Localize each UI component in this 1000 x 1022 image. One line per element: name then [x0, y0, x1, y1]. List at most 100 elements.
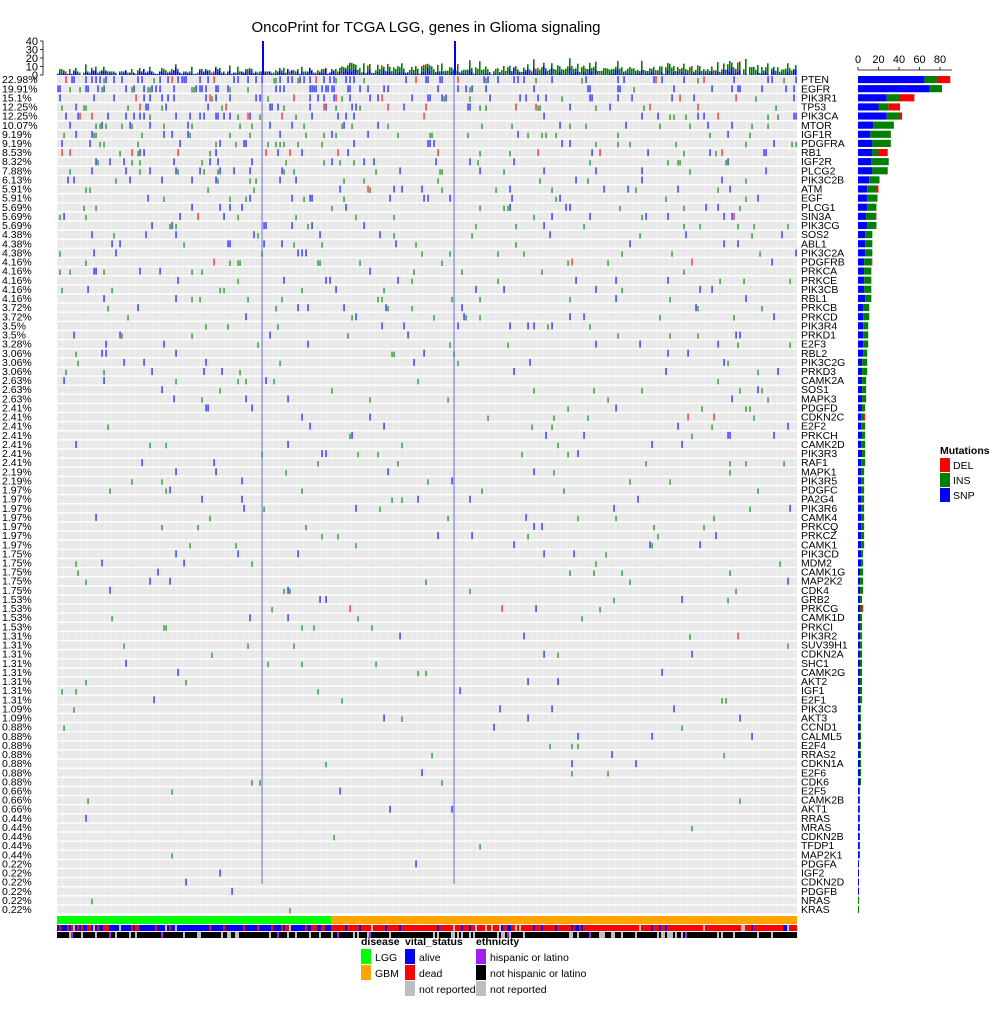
right-bar-snp — [858, 514, 861, 521]
top-bar-snp — [143, 69, 145, 75]
annotation-vital-cell — [271, 925, 273, 931]
mutation-mark-del — [692, 259, 693, 266]
top-bar-ins — [449, 67, 451, 73]
annotation-disease-cell — [179, 916, 181, 924]
annotation-disease-cell — [513, 916, 515, 924]
mutation-mark-ins — [282, 297, 283, 302]
annotation-vital-cell — [443, 925, 445, 931]
annotation-vital-cell — [741, 925, 743, 931]
mutation-mark-snp — [200, 167, 201, 174]
annotation-vital-cell — [505, 925, 507, 931]
mutation-mark-snp — [208, 104, 209, 111]
annotation-vital-cell — [223, 925, 225, 931]
mutation-mark-snp — [458, 85, 459, 92]
top-bar-snp — [407, 73, 409, 75]
annotation-vital-cell — [479, 925, 481, 931]
annotation-ethnicity-cell — [89, 932, 91, 938]
top-bar-snp — [65, 74, 67, 75]
mutation-mark-ins — [164, 124, 165, 129]
mutation-mark-snp — [328, 85, 329, 92]
annotation-ethnicity-cell — [233, 932, 235, 938]
mutation-mark-ins — [252, 780, 253, 785]
mutation-mark-snp — [762, 85, 763, 92]
mutation-mark-snp — [172, 131, 173, 138]
matrix-row-camk1d — [57, 614, 797, 622]
top-bar-snp — [767, 73, 769, 75]
annotation-disease-cell — [549, 916, 551, 924]
mutation-mark-snp — [310, 195, 311, 202]
top-bar-ins — [767, 63, 769, 73]
annotation-disease-cell — [733, 916, 735, 924]
mutation-mark-ins — [278, 324, 279, 329]
right-bar-del — [861, 632, 862, 639]
right-bar-ins — [864, 277, 871, 284]
mutation-mark-ins — [730, 461, 731, 466]
mutation-mark-snp — [252, 405, 253, 412]
matrix-row-sos1 — [57, 386, 797, 394]
annotation-ethnicity-cell — [551, 932, 553, 938]
mutation-mark-snp — [490, 94, 491, 101]
annotation-vital-cell — [395, 925, 397, 931]
mutation-mark-del — [336, 94, 337, 101]
right-bar-ins — [860, 760, 861, 767]
annotation-vital-cell — [309, 925, 311, 931]
annotation-ethnicity-cell — [669, 932, 671, 938]
annotation-vital-cell — [793, 925, 795, 931]
mutation-mark-snp — [66, 113, 67, 120]
top-bar-snp — [137, 73, 139, 75]
mutation-mark-snp — [78, 113, 79, 120]
mutation-mark-ins — [716, 151, 717, 156]
annotation-vital-cell — [387, 925, 389, 931]
annotation-ethnicity-cell — [187, 932, 189, 938]
annotation-ethnicity-cell — [131, 932, 133, 938]
mutation-mark-snp — [764, 149, 765, 156]
top-bar-ins — [561, 69, 563, 73]
annotation-ethnicity-cell — [267, 932, 269, 938]
annotation-ethnicity-cell — [173, 932, 175, 938]
annotation-ethnicity-cell — [533, 932, 535, 938]
mutation-mark-ins — [724, 753, 725, 758]
annotation-vital-cell — [527, 925, 529, 931]
annotation-ethnicity-cell — [463, 932, 465, 938]
annotation-vital-cell — [755, 925, 757, 931]
top-bar-snp — [213, 74, 215, 75]
right-bar-snp — [858, 623, 860, 630]
top-bar-snp — [497, 73, 499, 75]
annotation-disease-cell — [685, 916, 687, 924]
mutation-mark-snp — [318, 94, 319, 101]
annotation-vital-cell — [749, 925, 751, 931]
top-bar-snp — [119, 73, 121, 75]
top-bar-snp — [511, 73, 513, 75]
top-barplot — [57, 41, 797, 75]
annotation-disease-cell — [115, 916, 117, 924]
top-bar-ins — [743, 69, 745, 75]
annotation-vital-cell — [239, 925, 241, 931]
annotation-ethnicity-cell — [729, 932, 731, 938]
annotation-vital-cell — [499, 925, 501, 931]
mutation-mark-ins — [572, 744, 573, 749]
top-bar-ins — [517, 69, 519, 71]
annotation-vital-cell — [727, 925, 729, 931]
top-bar-snp — [59, 73, 61, 75]
mutation-mark-snp — [570, 140, 571, 147]
top-bar-snp — [683, 73, 685, 75]
top-bar-del — [225, 74, 227, 75]
mutation-mark-snp — [530, 359, 531, 366]
annotation-disease-cell — [233, 916, 235, 924]
mutation-mark-snp — [374, 158, 375, 165]
annotation-disease-cell — [465, 916, 467, 924]
matrix-row-tp53 — [57, 103, 797, 111]
right-bar-ins — [860, 669, 862, 676]
mutation-mark-ins — [370, 397, 371, 402]
matrix-row-prkd1 — [57, 331, 797, 339]
matrix-row-rras — [57, 814, 797, 822]
top-bar-ins — [335, 70, 337, 74]
annotation-vital-cell — [111, 925, 113, 931]
mutation-mark-ins — [138, 151, 139, 156]
mutation-mark-del — [416, 76, 417, 83]
mutation-mark-ins — [670, 115, 671, 120]
mutation-mark-snp — [438, 532, 439, 539]
mutation-mark-ins — [326, 762, 327, 767]
annotation-disease-cell — [209, 916, 211, 924]
top-bar-snp — [449, 73, 451, 75]
